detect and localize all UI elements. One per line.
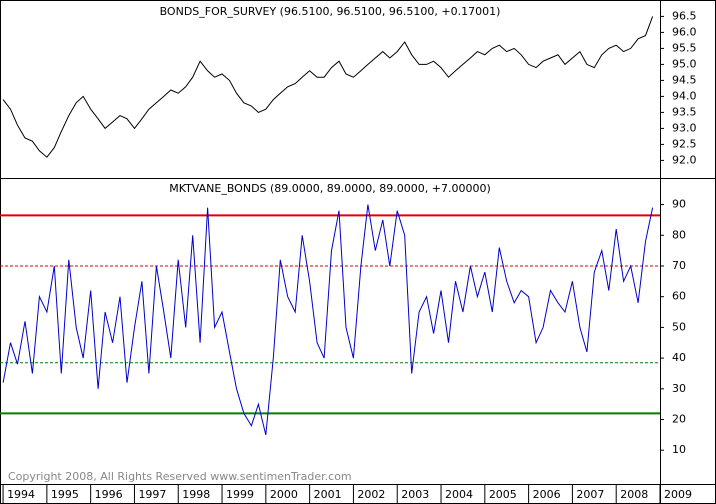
x-tick-label: 2009 (664, 488, 692, 501)
x-tick-label: 2002 (357, 488, 385, 501)
y-tick-label: 90 (672, 198, 686, 211)
data-line (2, 16, 654, 158)
y-tick-label: 93.5 (672, 105, 697, 118)
copyright: Copyright 2008, All Rights Reserved www.… (8, 470, 352, 483)
panel-title: MKTVANE_BONDS (89.0000, 89.0000, 89.0000… (169, 182, 491, 195)
x-tick-label: 2000 (270, 488, 298, 501)
y-tick-label: 92.5 (672, 137, 697, 150)
x-tick-label: 2007 (576, 488, 604, 501)
y-tick-label: 93.0 (672, 121, 697, 134)
y-tick-label: 40 (672, 351, 686, 364)
x-tick-label: 1998 (182, 488, 210, 501)
data-line (2, 204, 654, 436)
x-tick-label: 1997 (138, 488, 166, 501)
panel-title: BONDS_FOR_SURVEY (96.5100, 96.5100, 96.5… (160, 5, 501, 18)
y-tick-label: 80 (672, 228, 686, 241)
y-tick-label: 95.5 (672, 41, 697, 54)
y-tick-label: 50 (672, 320, 686, 333)
x-tick-label: 1996 (95, 488, 123, 501)
x-tick-label: 2001 (314, 488, 342, 501)
y-tick-label: 30 (672, 382, 686, 395)
x-tick-label: 1995 (51, 488, 79, 501)
x-tick-label: 2008 (620, 488, 648, 501)
y-tick-label: 60 (672, 290, 686, 303)
y-tick-label: 94.0 (672, 89, 697, 102)
x-tick-label: 2004 (445, 488, 473, 501)
x-tick-label: 2003 (401, 488, 429, 501)
y-tick-label: 10 (672, 443, 686, 456)
y-tick-label: 96.5 (672, 9, 697, 22)
y-tick-label: 94.5 (672, 73, 697, 86)
x-tick-label: 2005 (489, 488, 517, 501)
y-tick-label: 20 (672, 413, 686, 426)
y-tick-label: 95.0 (672, 57, 697, 70)
y-tick-label: 92.0 (672, 153, 697, 166)
x-tick-label: 1994 (7, 488, 35, 501)
y-tick-label: 96.0 (672, 25, 697, 38)
x-tick-label: 1999 (226, 488, 254, 501)
y-tick-label: 70 (672, 259, 686, 272)
x-tick-label: 2006 (533, 488, 561, 501)
